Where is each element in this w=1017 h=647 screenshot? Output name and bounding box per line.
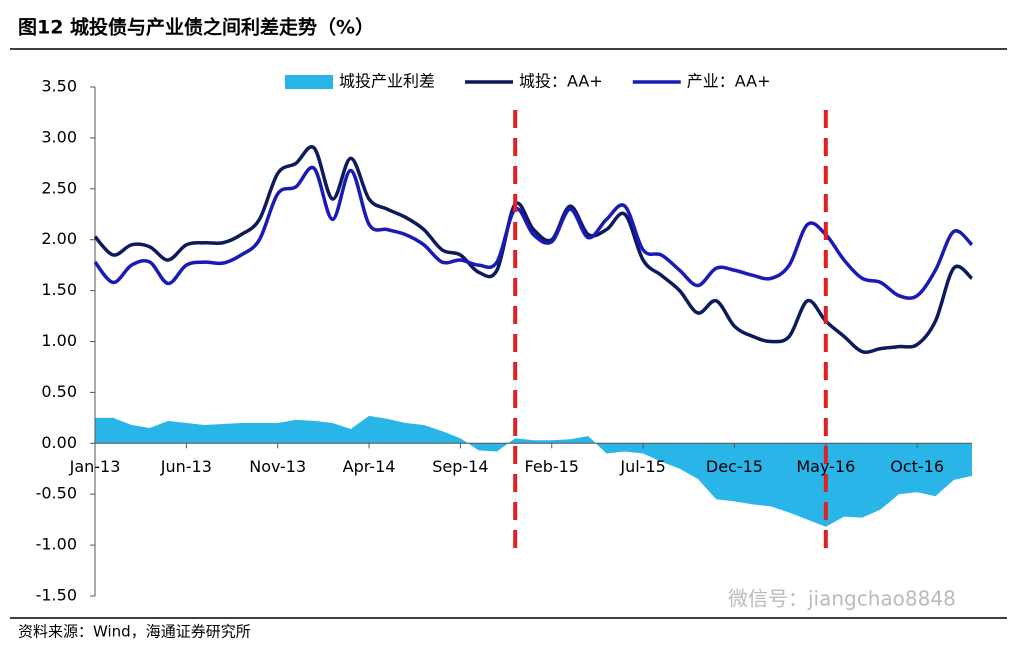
x-tick-label: Jul-15 (619, 457, 665, 476)
legend-label: 城投：AA+ (519, 72, 603, 91)
chart-title: 图12 城投债与产业债之间利差走势（%） (18, 16, 374, 39)
y-tick-label: 3.00 (41, 127, 77, 146)
y-tick-label: -1.00 (36, 535, 77, 554)
x-tick-label: Dec-15 (706, 457, 763, 476)
watermark: 微信号：jiangchao8848 (728, 587, 956, 611)
x-tick-label: Nov-13 (249, 457, 306, 476)
y-tick-label: 2.00 (41, 229, 77, 248)
y-tick-label: -0.50 (36, 484, 77, 503)
legend-label: 产业：AA+ (687, 72, 771, 91)
legend-label: 城投产业利差 (339, 72, 435, 91)
x-tick-label: Sep-14 (432, 457, 488, 476)
x-tick-label: Apr-14 (343, 457, 396, 476)
y-tick-label: 0.50 (41, 382, 77, 401)
x-tick-label: Jun-13 (160, 457, 212, 476)
x-tick-label: May-16 (796, 457, 855, 476)
y-tick-label: 1.00 (41, 331, 77, 350)
x-tick-label: Oct-16 (890, 457, 944, 476)
legend-swatch (285, 75, 333, 89)
x-tick-label: Jan-13 (69, 457, 121, 476)
y-tick-label: 1.50 (41, 280, 77, 299)
y-tick-label: 3.50 (41, 77, 77, 96)
y-tick-label: 0.00 (41, 433, 77, 452)
series-line (93, 165, 974, 300)
series-line (93, 145, 974, 354)
x-tick-label: Feb-15 (525, 457, 579, 476)
y-tick-label: -1.50 (36, 586, 77, 605)
y-tick-label: 2.50 (41, 178, 77, 197)
source: 资料来源：Wind，海通证券研究所 (18, 623, 251, 641)
